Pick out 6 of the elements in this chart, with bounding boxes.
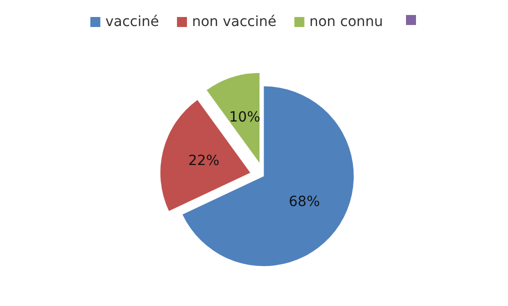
data-label: 10% bbox=[229, 109, 260, 126]
data-label: 22% bbox=[188, 152, 220, 169]
legend-label: vacciné bbox=[105, 14, 159, 30]
legend-label: non vacciné bbox=[192, 14, 276, 30]
legend-label: non connu bbox=[309, 14, 384, 30]
data-label: 68% bbox=[288, 194, 320, 210]
